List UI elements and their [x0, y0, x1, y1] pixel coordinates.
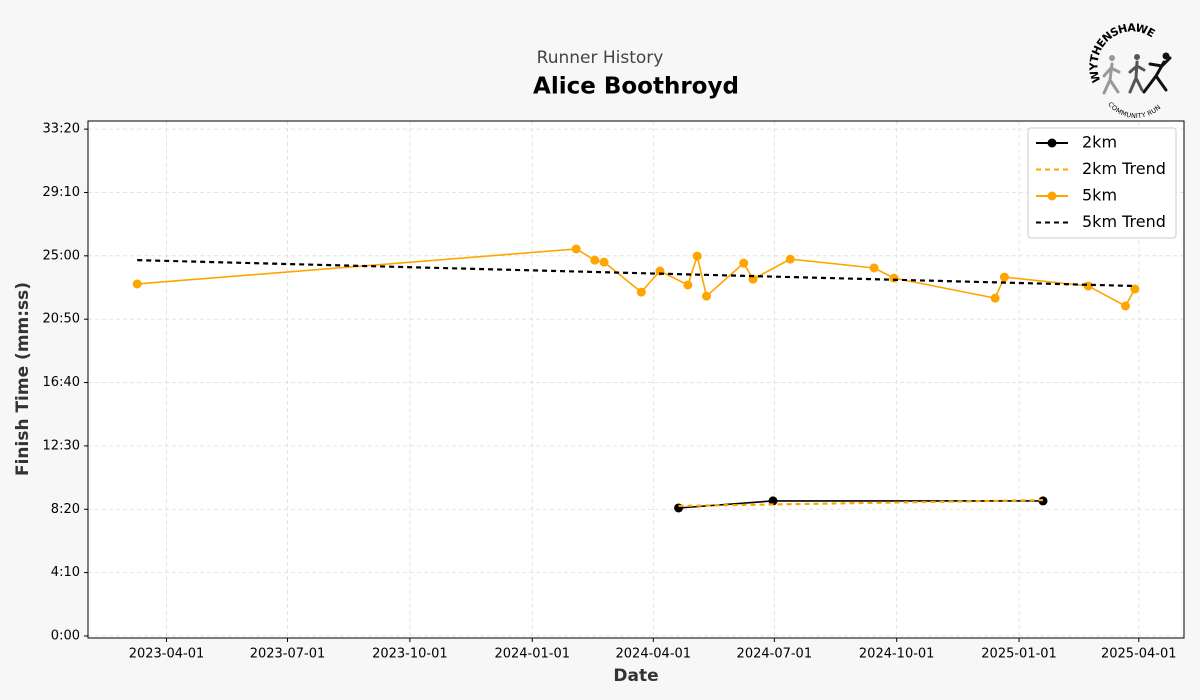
data-point [1120, 301, 1130, 311]
legend-label: 5km Trend [1082, 212, 1166, 231]
x-tick-label: 2024-10-01 [859, 647, 935, 662]
y-tick-label: 16:40 [43, 375, 80, 390]
data-point [571, 244, 581, 254]
data-point [683, 280, 693, 290]
legend-label: 2km [1082, 133, 1117, 152]
logo-name: WYTHENSHAWE [1087, 21, 1157, 84]
chart-title: Alice Boothroyd [533, 74, 739, 100]
data-point [869, 263, 879, 273]
data-point [701, 291, 711, 301]
x-tick-label: 2023-04-01 [129, 647, 205, 662]
data-point [999, 272, 1009, 282]
data-point [132, 279, 142, 289]
plot-frame [87, 120, 1185, 639]
y-tick-label: 20:50 [43, 312, 80, 327]
x-tick-label: 2023-07-01 [250, 647, 326, 662]
series-line [137, 259, 1135, 288]
x-tick-label: 2024-04-01 [616, 647, 692, 662]
legend-box [1027, 127, 1177, 239]
data-point [636, 287, 646, 297]
y-tick-label: 33:20 [43, 122, 80, 137]
y-tick-label: 8:20 [51, 502, 80, 517]
data-point [889, 273, 899, 283]
x-axis-label: Date [613, 666, 658, 686]
y-tick-label: 12:30 [43, 438, 80, 453]
y-axis-label: Finish Time (mm:ss) [13, 282, 33, 476]
series-line [678, 499, 1044, 508]
data-point [1130, 284, 1140, 294]
logo: WYTHENSHAWE COMMUNITY RUN [1087, 21, 1172, 120]
data-point [692, 251, 702, 261]
y-tick-label: 0:00 [51, 628, 80, 643]
y-tick-label: 29:10 [43, 185, 80, 200]
data-point [739, 258, 749, 268]
x-tick-label: 2023-10-01 [372, 647, 448, 662]
legend-label: 2km Trend [1082, 159, 1166, 178]
data-point [990, 293, 1000, 303]
logo-tagline-path: COMMUNITY RUN [1106, 100, 1162, 120]
chart-subtitle: Runner History [537, 48, 664, 68]
x-tick-label: 2024-07-01 [737, 647, 813, 662]
legend-marker [1047, 138, 1057, 148]
logo-name-path: WYTHENSHAWE [1087, 21, 1157, 84]
data-point [1083, 281, 1093, 291]
logo-tagline: COMMUNITY RUN [1106, 100, 1162, 120]
logo-runners [1102, 52, 1172, 95]
y-tick-label: 25:00 [43, 248, 80, 263]
data-point [785, 254, 795, 264]
legend-label: 5km [1082, 186, 1117, 205]
legend-marker [1047, 191, 1057, 201]
x-tick-label: 2024-01-01 [494, 647, 570, 662]
data-point [599, 257, 609, 267]
x-tick-label: 2025-01-01 [981, 647, 1057, 662]
legend: 2km 2km Trend 5km 5km Trend [1027, 127, 1177, 239]
y-tick-label: 4:10 [51, 565, 80, 580]
x-tick-label: 2025-04-01 [1101, 647, 1177, 662]
data-point [768, 496, 778, 506]
data-point [590, 255, 600, 265]
plot-area [88, 121, 1184, 638]
